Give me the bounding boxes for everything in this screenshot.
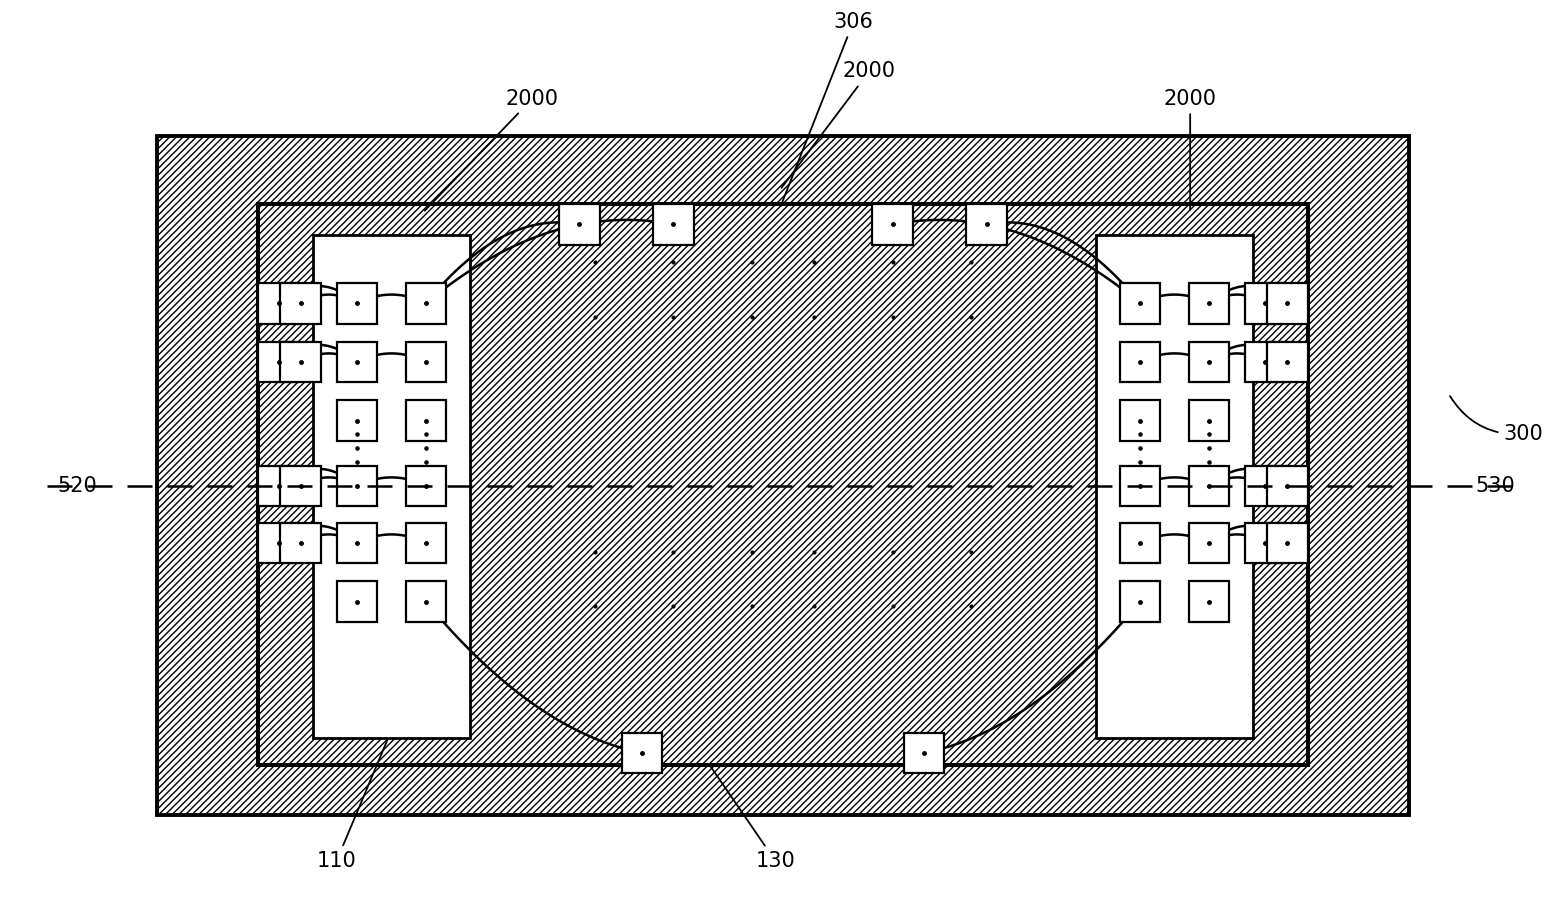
Bar [1120, 401, 1160, 441]
Bar [313, 235, 470, 738]
Bar [1245, 466, 1286, 506]
Text: 300: 300 [1450, 396, 1543, 444]
Bar [406, 582, 446, 622]
Bar [280, 466, 321, 506]
Bar [406, 283, 446, 323]
Bar [1267, 283, 1308, 323]
Bar [966, 205, 1007, 244]
Text: 2000: 2000 [1164, 89, 1217, 210]
Bar [258, 204, 1308, 765]
Bar [1189, 523, 1229, 563]
Bar [258, 204, 1308, 765]
Bar [258, 204, 1308, 765]
Bar [1120, 523, 1160, 563]
Bar [1120, 342, 1160, 382]
Bar [872, 205, 913, 244]
Text: 110: 110 [316, 740, 387, 871]
Bar [1120, 283, 1160, 323]
Bar [1245, 523, 1286, 563]
Bar [258, 342, 299, 382]
Bar [559, 205, 600, 244]
Bar [280, 523, 321, 563]
Bar [1267, 523, 1308, 563]
Bar [337, 401, 377, 441]
Text: 530: 530 [1475, 476, 1514, 496]
Bar [337, 466, 377, 506]
Bar [653, 205, 694, 244]
Bar [1120, 466, 1160, 506]
Bar [406, 401, 446, 441]
Bar [406, 342, 446, 382]
Bar [258, 466, 299, 506]
Bar [280, 283, 321, 323]
Text: 2000: 2000 [424, 89, 559, 211]
Bar [337, 582, 377, 622]
Text: 520: 520 [58, 476, 97, 496]
Bar [1267, 342, 1308, 382]
Bar [1189, 342, 1229, 382]
Bar [1189, 283, 1229, 323]
Bar [904, 733, 944, 773]
Bar [1245, 342, 1286, 382]
Bar [1245, 283, 1286, 323]
Bar [337, 342, 377, 382]
Bar [1189, 466, 1229, 506]
Bar [1189, 582, 1229, 622]
Bar [258, 283, 299, 323]
Bar [1189, 401, 1229, 441]
Bar [406, 523, 446, 563]
Bar [1096, 235, 1253, 738]
Bar [157, 136, 1409, 814]
Bar [1120, 582, 1160, 622]
Bar [280, 342, 321, 382]
Text: 2000: 2000 [781, 62, 896, 188]
Text: 306: 306 [781, 12, 874, 205]
Bar [622, 733, 662, 773]
Bar [258, 523, 299, 563]
Bar [157, 136, 1409, 814]
Bar [337, 283, 377, 323]
Bar [1096, 235, 1253, 738]
Bar [337, 523, 377, 563]
Bar [406, 466, 446, 506]
Text: 130: 130 [711, 767, 796, 871]
Bar [1267, 466, 1308, 506]
Bar [313, 235, 470, 738]
